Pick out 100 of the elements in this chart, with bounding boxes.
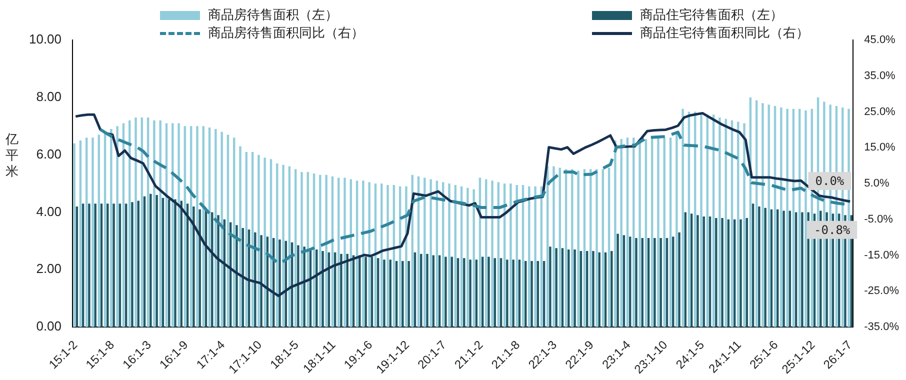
y2-tick-label: -15.0% xyxy=(864,249,900,262)
bar xyxy=(794,212,798,328)
bar xyxy=(344,178,346,328)
bar xyxy=(340,254,342,328)
bar xyxy=(88,204,90,328)
bar xyxy=(153,120,156,328)
bar xyxy=(770,209,773,328)
annotation: 0.0% xyxy=(815,174,845,188)
bar xyxy=(239,146,242,328)
bar xyxy=(172,123,174,328)
bar xyxy=(150,194,152,328)
bar xyxy=(758,206,760,328)
bar xyxy=(608,168,610,328)
bar xyxy=(82,204,84,328)
bar xyxy=(534,186,536,328)
bar xyxy=(512,260,514,328)
bar xyxy=(450,256,453,328)
bar xyxy=(638,139,641,328)
bar xyxy=(297,245,300,328)
bar xyxy=(100,204,103,328)
legend-label: 商品房待售面积同比（右） xyxy=(208,25,364,42)
bar xyxy=(586,250,588,328)
bar xyxy=(733,219,736,328)
y2-tick-label: 35.0% xyxy=(864,70,896,82)
bar xyxy=(94,204,96,328)
bar xyxy=(196,126,198,328)
bar xyxy=(85,138,88,328)
bar xyxy=(456,258,460,328)
bar xyxy=(647,238,650,328)
bar xyxy=(254,232,256,328)
bar xyxy=(635,238,638,328)
y2-tick-label: 25.0% xyxy=(864,106,896,118)
bar xyxy=(106,204,109,328)
y2-tick-label: -35.0% xyxy=(864,321,900,334)
bar xyxy=(764,208,766,328)
legend-label: 商品住宅待售面积（左） xyxy=(640,7,783,24)
y-tick-label: 8.00 xyxy=(36,88,62,104)
bar xyxy=(657,138,660,328)
bar xyxy=(776,209,779,328)
bar xyxy=(79,140,82,328)
bar xyxy=(282,164,284,328)
bar xyxy=(426,254,428,328)
bar xyxy=(666,238,668,328)
bar xyxy=(383,260,386,328)
bar xyxy=(746,218,748,328)
bar xyxy=(574,250,576,328)
bar xyxy=(660,238,662,328)
bar xyxy=(678,232,680,328)
bar xyxy=(258,154,260,328)
bar xyxy=(782,210,785,328)
bar xyxy=(740,219,742,328)
bar xyxy=(506,260,508,328)
bar xyxy=(134,118,137,328)
bar xyxy=(524,261,527,328)
bar xyxy=(389,260,392,328)
bar xyxy=(444,256,447,328)
bar xyxy=(466,188,469,328)
bar xyxy=(448,184,450,328)
bar xyxy=(516,184,518,328)
bar xyxy=(715,218,718,328)
bar xyxy=(682,108,684,328)
bar xyxy=(700,113,702,328)
bar xyxy=(788,210,792,328)
bar xyxy=(561,248,564,328)
bar xyxy=(168,199,170,328)
bar xyxy=(684,212,687,328)
bar xyxy=(669,138,672,328)
y-axis-title: 亿平米 xyxy=(4,132,18,180)
y2-tick-label: 5.0% xyxy=(864,178,890,190)
bar xyxy=(628,236,632,328)
bar xyxy=(98,134,100,328)
bar xyxy=(614,140,616,328)
bar xyxy=(654,238,656,328)
bar xyxy=(676,134,678,328)
bar xyxy=(469,260,472,328)
bar xyxy=(402,261,404,328)
bar xyxy=(370,256,374,328)
bar xyxy=(358,255,361,328)
bar xyxy=(386,184,389,328)
y2-tick-label: 15.0% xyxy=(864,142,896,154)
bar xyxy=(92,138,94,328)
bar xyxy=(596,169,598,328)
y2-tick-label: 45.0% xyxy=(864,34,896,46)
bar xyxy=(214,128,217,328)
bar xyxy=(580,250,582,328)
bar xyxy=(571,169,574,328)
y2-tick-label: -5.0% xyxy=(864,213,894,226)
bar xyxy=(494,258,496,328)
bar xyxy=(76,206,78,328)
y-tick-label: 10.00 xyxy=(28,32,62,47)
bar xyxy=(178,123,180,328)
bar xyxy=(162,198,164,328)
bar xyxy=(604,252,607,328)
y-tick-label: 0.00 xyxy=(36,318,62,334)
bar xyxy=(752,204,754,328)
bar xyxy=(801,212,804,328)
bar xyxy=(192,206,195,328)
bar xyxy=(174,199,176,328)
bar xyxy=(438,255,441,328)
bar xyxy=(368,182,370,328)
